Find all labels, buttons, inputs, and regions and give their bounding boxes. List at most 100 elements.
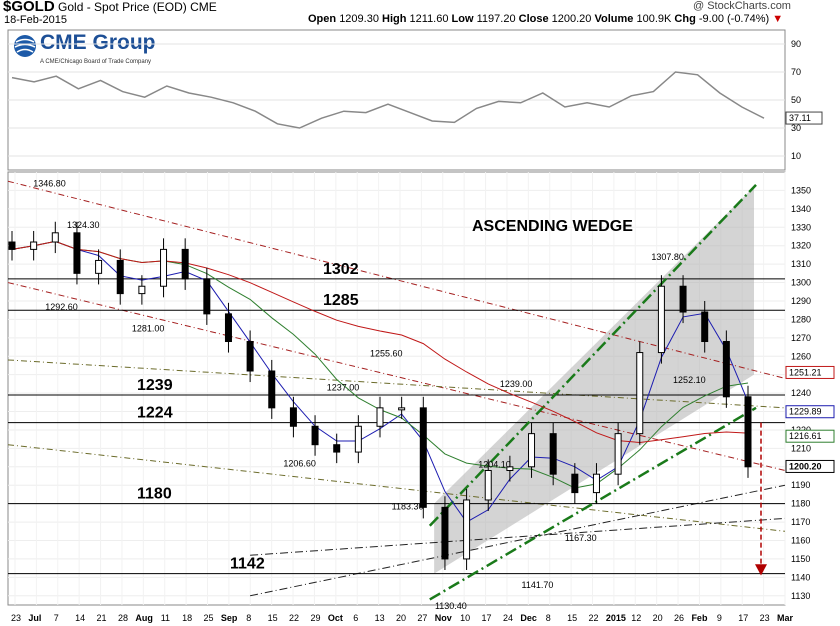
- price-tick-label: 1210: [791, 443, 811, 453]
- x-tick-label: 23: [760, 613, 770, 623]
- wedge-lower-line: [429, 406, 757, 601]
- x-tick-label: 21: [97, 613, 107, 623]
- price-tick-label: 1340: [791, 204, 811, 214]
- logo-name: CME Group: [40, 31, 156, 54]
- candle-body: [116, 259, 124, 295]
- candle-body: [376, 407, 384, 427]
- price-annotation: 1204.10: [478, 459, 511, 469]
- wedge-shading: [434, 186, 754, 574]
- close-label: Close: [518, 13, 549, 25]
- x-tick-label: 2015: [606, 613, 626, 623]
- logo-tagline: A CME/Chicago Board of Trade Company: [40, 59, 152, 65]
- price-tick-label: 1170: [791, 517, 810, 527]
- x-tick-label: 6: [353, 613, 358, 623]
- axis-value-tag-box: [785, 429, 835, 443]
- red-trendline-upper: [7, 180, 786, 379]
- close-value: 1200.20: [551, 13, 592, 25]
- price-tick-label: 1260: [791, 351, 811, 361]
- x-tick-label: 22: [289, 613, 299, 623]
- axis-value-tag: 1200.20: [789, 461, 822, 471]
- symbol: $GOLD: [3, 0, 55, 15]
- price-tick-label: 1310: [791, 259, 811, 269]
- candle-body: [268, 370, 276, 409]
- price-tick-label: 1180: [791, 499, 810, 509]
- axis-value-tag-box: [785, 365, 835, 379]
- candle-body: [614, 433, 622, 475]
- axis-value-tag: 1251.21: [789, 367, 822, 377]
- candle-body: [51, 232, 59, 243]
- candle-body: [506, 466, 514, 471]
- price-annotation: 1239.00: [500, 379, 533, 389]
- x-tick-label: Aug: [135, 613, 153, 623]
- x-tick-label: Feb: [691, 613, 708, 623]
- rsi-tick-label: 50: [791, 95, 801, 105]
- candle-body: [73, 232, 81, 274]
- x-tick-label: 29: [310, 613, 320, 623]
- price-tick-label: 1240: [791, 388, 811, 398]
- x-tick-label: 10: [460, 613, 470, 623]
- x-tick-label: 8: [246, 613, 251, 623]
- x-tick-label: Dec: [520, 613, 537, 623]
- open-label: Open: [308, 13, 337, 25]
- candle-body: [701, 311, 709, 343]
- price-annotation: 1346.80: [33, 178, 66, 188]
- candle-body: [419, 407, 427, 508]
- x-tick-label: Jul: [28, 613, 41, 623]
- price-tick-label: 1160: [791, 536, 810, 546]
- candle-body: [528, 433, 536, 468]
- x-tick-label: 8: [546, 613, 551, 623]
- rsi-line: [11, 71, 765, 129]
- rsi-tick-label: 90: [791, 39, 801, 49]
- level-label: 1224: [137, 405, 173, 422]
- price-tick-label: 1190: [791, 480, 810, 490]
- price-tick-label: 1350: [791, 185, 811, 195]
- cme-globe-icon: [14, 35, 36, 57]
- x-tick-label: 11: [161, 613, 170, 623]
- axis-value-tag: 1229.89: [789, 407, 822, 417]
- candle-body: [30, 241, 38, 250]
- rsi-tick-label: 70: [791, 67, 801, 77]
- black-trendline-lower: [250, 517, 786, 556]
- candle-body: [160, 248, 168, 287]
- price-annotation: 1167.30: [565, 533, 597, 543]
- chg-label: Chg: [674, 13, 696, 25]
- price-annotation: 1252.10: [673, 375, 706, 385]
- exchange: CME: [190, 0, 217, 14]
- chg-value: -9.00 (-0.74%): [698, 13, 770, 25]
- candle-body: [311, 425, 319, 446]
- candle-body: [289, 407, 297, 427]
- watermark: @ StockCharts.com: [693, 0, 791, 12]
- x-tick-label: 27: [417, 613, 427, 623]
- candle-body: [8, 241, 16, 250]
- x-tick-label: 24: [503, 613, 513, 623]
- x-tick-label: 22: [589, 613, 599, 623]
- down-arrow-icon: ▼: [772, 13, 784, 25]
- x-tick-label: 15: [567, 613, 577, 623]
- price-annotation: 1130.40: [435, 601, 467, 611]
- price-tick-label: 1330: [791, 222, 811, 232]
- candle-body: [679, 285, 687, 313]
- rsi-value-tag: 37.11: [789, 113, 811, 123]
- price-tick-label: 1140: [791, 572, 810, 582]
- rsi-tick-label: 30: [791, 123, 801, 133]
- rsi-tick-label: 10: [791, 151, 801, 161]
- axis-value-tag: 1216.61: [789, 431, 822, 441]
- candle-body: [722, 341, 730, 398]
- x-tick-label: 17: [482, 613, 492, 623]
- price-tick-label: 1290: [791, 296, 811, 306]
- price-annotation: 1324.30: [67, 220, 100, 230]
- ma-red-line: [11, 240, 749, 444]
- x-tick-label: Nov: [435, 613, 452, 623]
- candle-body: [744, 396, 752, 468]
- price-tick-label: 1280: [791, 314, 811, 324]
- candle-body: [138, 285, 146, 295]
- candle-body: [398, 407, 406, 411]
- price-annotation: 1281.00: [132, 324, 165, 334]
- level-label: 1180: [137, 486, 172, 503]
- price-annotation: 1307.80: [651, 252, 684, 262]
- x-tick-label: 17: [738, 613, 748, 623]
- candle-body: [203, 278, 211, 315]
- x-tick-label: 14: [75, 613, 85, 623]
